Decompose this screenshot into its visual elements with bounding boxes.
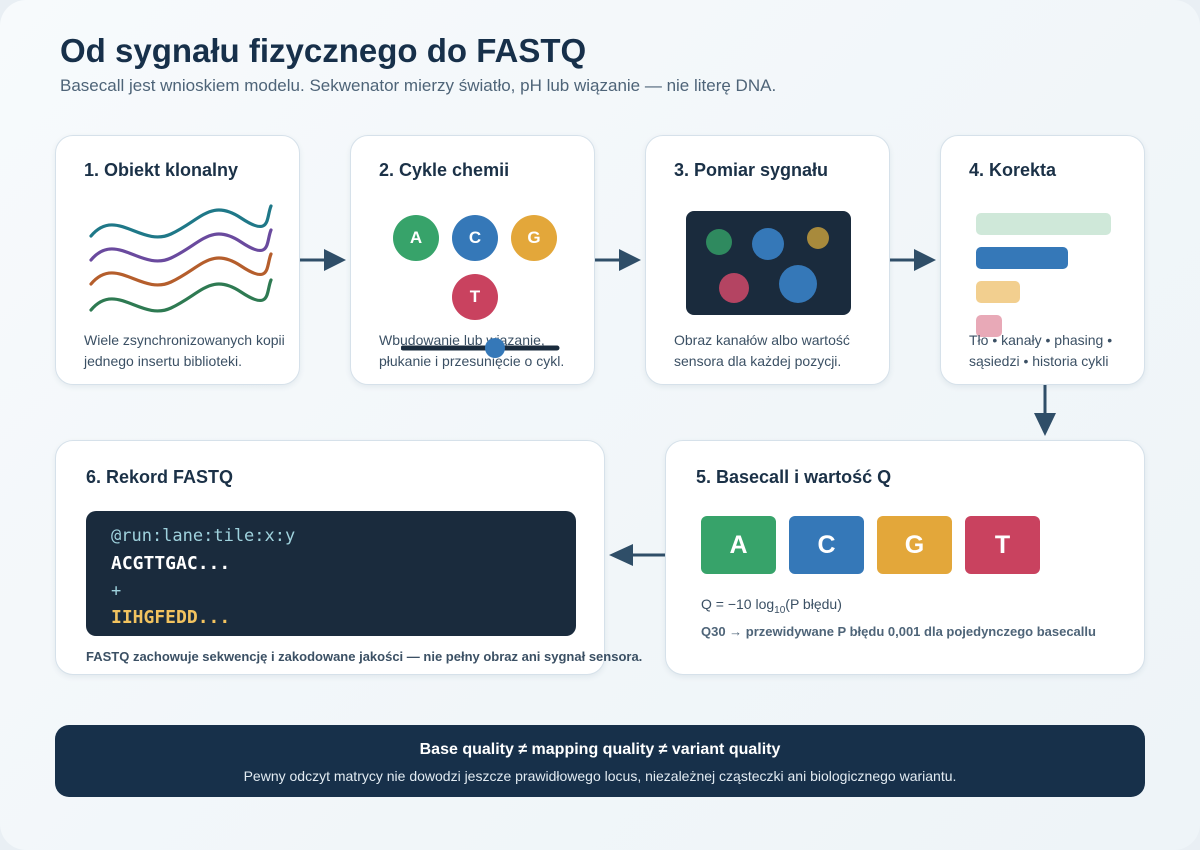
signal-spot [779,265,817,303]
footer-text: Pewny odczyt matrycy nie dowodzi jeszcze… [243,768,957,784]
strand-teal [89,204,273,239]
card-title: 3. Pomiar sygnału [674,160,829,180]
dna-strands-illustration [89,204,273,313]
footer-banner: Base quality ≠ mapping quality ≠ variant… [55,725,1145,797]
basecall-tile-c: C [789,516,864,574]
correction-bar [976,281,1020,303]
base-dot-g: G [511,215,557,261]
base-dot-t: T [452,274,498,320]
card-correction: 4. Korekta Tło • kanały • phasing • sąsi… [940,135,1145,385]
card-description: Obraz kanałów albo wartość sensora dla k… [674,332,850,369]
footer-title: Base quality ≠ mapping quality ≠ variant… [419,741,781,758]
correction-bar [976,213,1111,235]
formula-log-base: 10 [774,604,786,616]
formula-prefix: Q = −10 log [701,596,775,612]
fastq-sequence-line: ACGTTGAC... [111,553,231,574]
card-clonal-object: 1. Obiekt klonalny Wiele zsynchronizowan… [55,135,300,385]
card-signal-measurement: 3. Pomiar sygnału Obraz kanałów albo war… [645,135,890,385]
card-title: 5. Basecall i wartość Q [696,467,892,487]
card-description: Wiele zsynchronizowanych kopii jednego i… [84,332,285,369]
basecall-tile-a: A [701,516,776,574]
signal-spot [807,227,829,249]
base-dot-a: A [393,215,439,261]
basecall-tile-t: T [965,516,1040,574]
card-title: 1. Obiekt klonalny [84,160,239,180]
card-title: 6. Rekord FASTQ [86,467,234,487]
basecall-tile-g: G [877,516,952,574]
formula-suffix: (P błędu) [785,596,842,612]
correction-bar [976,247,1068,269]
sensor-image [686,211,851,315]
strand-orange [89,252,273,287]
card-description: Tło • kanały • phasing • sąsiedzi • hist… [969,332,1113,369]
fastq-note: FASTQ zachowuje sekwencję i zakodowane j… [86,649,643,664]
card-title: 4. Korekta [969,160,1057,180]
arrow-left-icon [609,544,665,566]
signal-spot [752,228,784,260]
arrow-down-icon [1034,385,1056,436]
q30-note: Q30 → przewidywane P błędu 0,001 dla poj… [701,624,1096,639]
arrow-right-icon [300,249,346,271]
strand-purple [89,228,273,263]
card-chemistry-cycles: 2. Cykle chemii A C G T Wbudowanie lub w… [350,135,595,385]
arrow-right-icon [595,249,641,271]
fastq-quality-line: IIHGFEDD... [111,607,231,628]
fastq-separator-line: + [111,581,122,601]
cycle-track-icon [401,338,560,358]
page-title: Od sygnału fizycznego do FASTQ [60,32,587,69]
base-dot-c: C [452,215,498,261]
signal-spot [706,229,732,255]
arrow-right-icon [890,249,936,271]
card-fastq-record: 6. Rekord FASTQ @run:lane:tile:x:y ACGTT… [55,440,642,675]
correction-bar [976,315,1002,337]
card-title: 2. Cykle chemii [379,160,510,180]
fastq-code-block: @run:lane:tile:x:y ACGTTGAC... + IIHGFED… [86,511,576,636]
strand-green [89,278,273,313]
fastq-header-line: @run:lane:tile:x:y [111,526,296,546]
q-score-formula: Q = −10 log10(P błędu) [701,596,842,616]
card-basecall-quality: 5. Basecall i wartość Q A C G T Q = −10 … [665,440,1145,675]
page-subtitle: Basecall jest wnioskiem modelu. Sekwenat… [60,76,777,95]
signal-spot [719,273,749,303]
